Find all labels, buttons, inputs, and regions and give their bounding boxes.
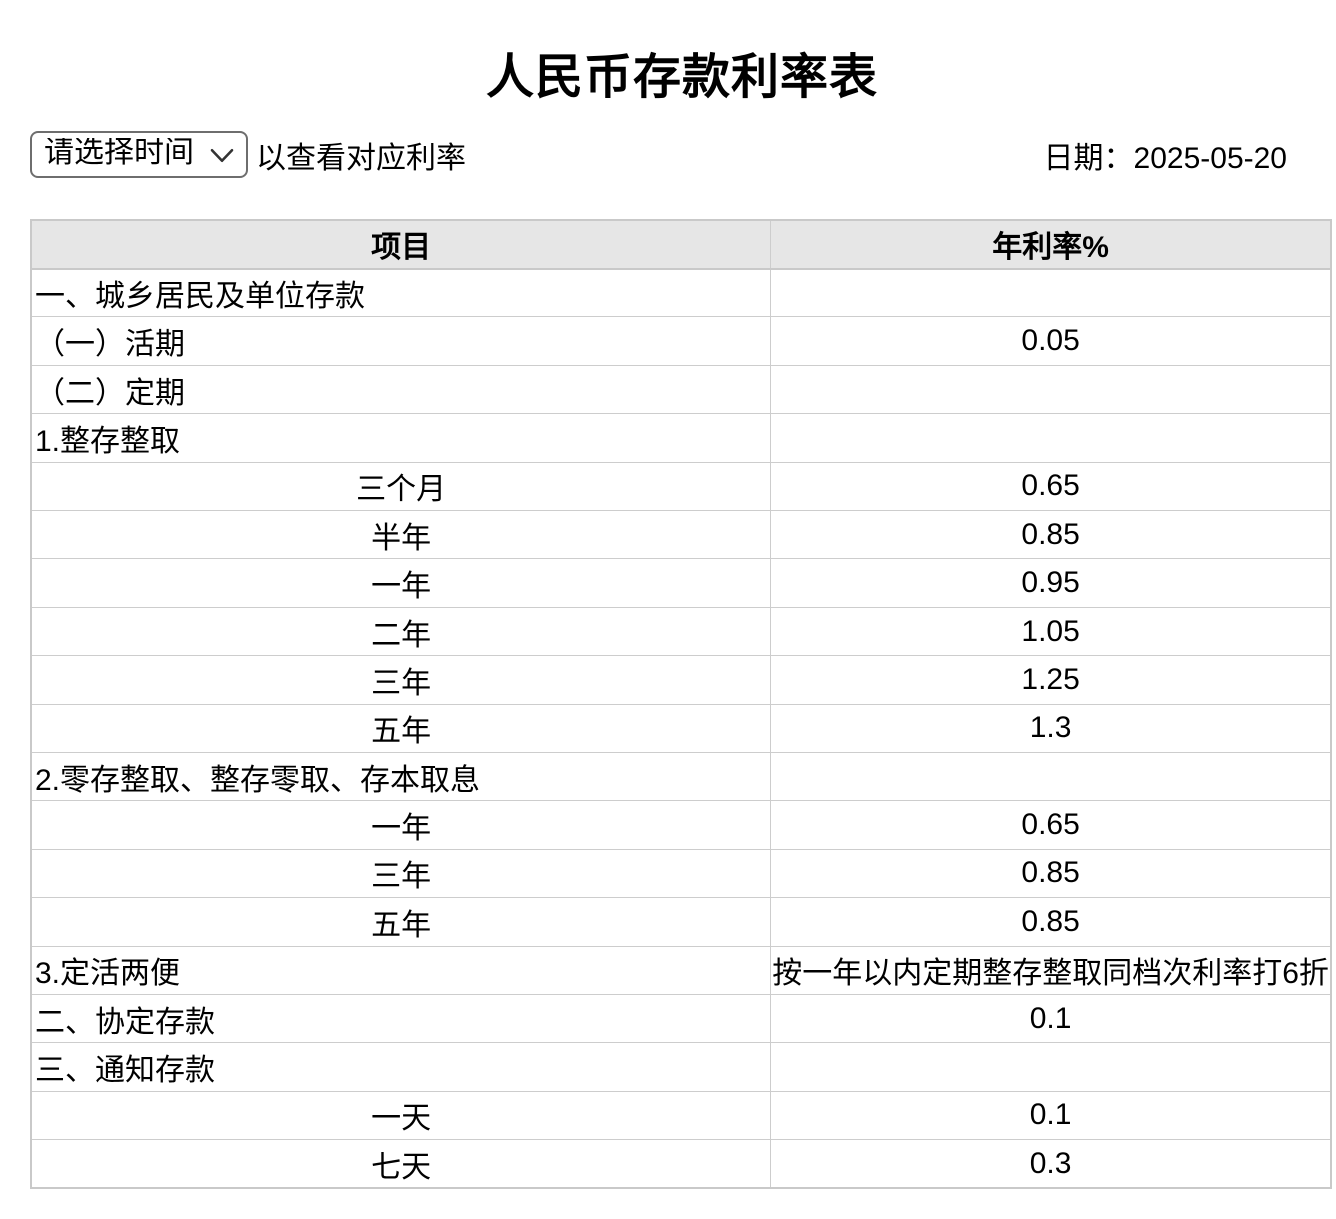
rate-cell: 0.3 [770, 1139, 1332, 1189]
rate-cell [770, 268, 1332, 318]
time-select-wrap: 请选择时间 [30, 131, 248, 179]
date-value: 2025-05-20 [1133, 141, 1287, 175]
item-cell: 一天 [30, 1090, 772, 1141]
item-cell: 五年 [30, 897, 772, 947]
table-row: 1.整存整取 [30, 413, 1332, 463]
table-row: 一、城乡居民及单位存款 [30, 268, 1332, 318]
rate-cell: 0.65 [770, 800, 1332, 850]
rate-cell: 0.1 [770, 1090, 1332, 1141]
rate-cell: 0.85 [770, 897, 1332, 947]
rate-cell: 0.95 [770, 558, 1332, 608]
table-row: 七天 0.3 [30, 1139, 1332, 1189]
table-header-row: 项目 年利率% [30, 219, 1332, 270]
item-cell: 三个月 [30, 461, 772, 512]
item-cell: 1.整存整取 [30, 413, 772, 463]
table-row: 三年 0.85 [30, 848, 1332, 899]
rate-cell [770, 364, 1332, 415]
page-title: 人民币存款利率表 [485, 51, 878, 104]
item-cell: 二、协定存款 [30, 993, 772, 1044]
table-row: 二、协定存款 0.1 [30, 993, 1332, 1044]
rate-cell [770, 1042, 1332, 1092]
table-row: （二）定期 [30, 364, 1332, 415]
item-cell: 半年 [30, 510, 772, 560]
table-row: 一天 0.1 [30, 1090, 1332, 1141]
table-row: 2.零存整取、整存零取、存本取息 [30, 751, 1332, 802]
table-row: 五年 1.3 [30, 703, 1332, 753]
table-row: 一年 0.95 [30, 558, 1332, 608]
table-row: （一）活期 0.05 [30, 316, 1332, 366]
item-cell: 三年 [30, 655, 772, 705]
table-row: 三年 1.25 [30, 655, 1332, 705]
rate-cell: 按一年以内定期整存整取同档次利率打6折 [770, 945, 1332, 995]
item-cell: （一）活期 [30, 316, 772, 366]
table-row: 五年 0.85 [30, 897, 1332, 947]
item-cell: 三、通知存款 [30, 1042, 772, 1092]
rate-cell: 1.05 [770, 606, 1332, 657]
rate-cell: 1.25 [770, 655, 1332, 705]
item-cell: 一年 [30, 800, 772, 850]
time-select[interactable]: 请选择时间 [30, 131, 248, 179]
deposit-rate-table: 项目 年利率% 一、城乡居民及单位存款 （一）活期 0.05 （二）定期 1.整… [30, 219, 1332, 1189]
item-cell: （二）定期 [30, 364, 772, 415]
item-cell: 2.零存整取、整存零取、存本取息 [30, 751, 772, 802]
rate-cell: 0.65 [770, 461, 1332, 512]
rate-cell: 1.3 [770, 703, 1332, 753]
rate-cell: 0.05 [770, 316, 1332, 366]
rate-cell: 0.85 [770, 510, 1332, 560]
item-cell: 一年 [30, 558, 772, 608]
table-row: 二年 1.05 [30, 606, 1332, 657]
header-annual-rate: 年利率% [770, 219, 1332, 270]
rate-cell [770, 751, 1332, 802]
table-row: 3.定活两便 按一年以内定期整存整取同档次利率打6折 [30, 945, 1332, 995]
date-block: 日期：2025-05-20 [1044, 133, 1287, 177]
select-hint-text: 以查看对应利率 [256, 141, 466, 175]
table-row: 三个月 0.65 [30, 461, 1332, 512]
rate-cell: 0.85 [770, 848, 1332, 899]
item-cell: 一、城乡居民及单位存款 [30, 268, 772, 318]
item-cell: 五年 [30, 703, 772, 753]
controls-row: 请选择时间 以查看对应利率 日期：2025-05-20 [30, 131, 1334, 179]
item-cell: 二年 [30, 606, 772, 657]
item-cell: 3.定活两便 [30, 945, 772, 995]
rate-cell: 0.1 [770, 993, 1332, 1044]
table-row: 三、通知存款 [30, 1042, 1332, 1092]
item-cell: 三年 [30, 848, 772, 899]
item-cell: 七天 [30, 1139, 772, 1189]
header-item: 项目 [30, 219, 772, 270]
table-row: 半年 0.85 [30, 510, 1332, 560]
rate-cell [770, 413, 1332, 463]
table-row: 一年 0.65 [30, 800, 1332, 850]
date-label: 日期： [1043, 141, 1134, 175]
